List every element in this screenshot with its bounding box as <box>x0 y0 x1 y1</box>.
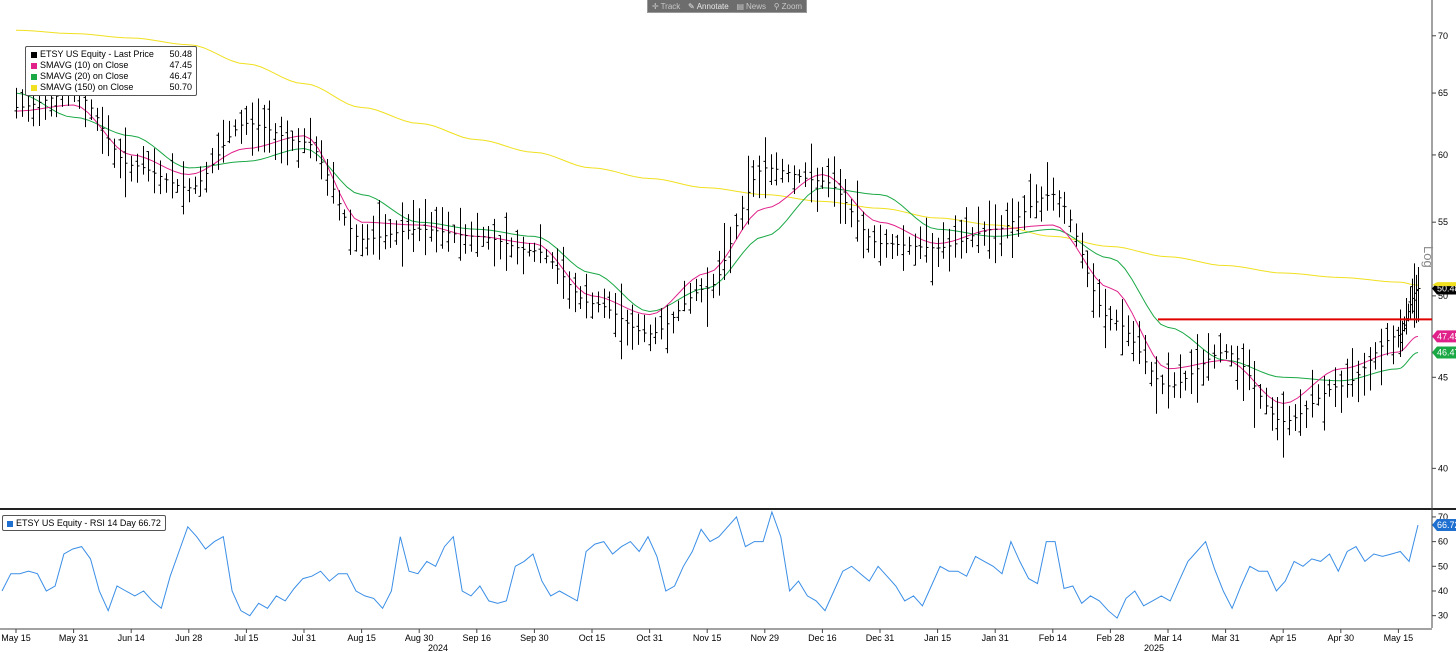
legend-label: SMAVG (10) on Close <box>40 60 129 70</box>
x-tick-label: Sep 30 <box>520 633 549 643</box>
legend-label: SMAVG (150) on Close <box>40 82 134 92</box>
sma150-tag <box>1432 282 1456 287</box>
x-tick-label: Feb 14 <box>1039 633 1067 643</box>
news-tool[interactable]: ▤ News <box>736 2 766 11</box>
legend-value: 50.48 <box>169 49 192 59</box>
legend-swatch <box>31 84 37 91</box>
rsi-last-value-tag <box>1432 519 1456 532</box>
rsi-y-tick-label: 70 <box>1438 512 1448 522</box>
x-tick-label: Nov 15 <box>693 633 722 643</box>
legend-row: SMAVG (20) on Close 46.47 <box>31 71 192 82</box>
x-tick-label: Oct 15 <box>579 633 606 643</box>
last-value-tag-text: 50.48 <box>1437 283 1456 293</box>
legend-value: 46.47 <box>169 71 192 81</box>
annotate-label: Annotate <box>696 1 729 11</box>
x-tick-label: Jan 15 <box>924 633 951 643</box>
x-tick-label: Aug 15 <box>347 633 376 643</box>
magnifier-icon: ⚲ <box>773 1 780 11</box>
y-tick-label: 45 <box>1438 372 1448 382</box>
series-line <box>15 92 1419 382</box>
zoom-label: Zoom <box>781 1 803 11</box>
x-tick-label: May 31 <box>59 633 89 643</box>
track-label: Track <box>660 1 681 11</box>
y-tick-label: 60 <box>1438 150 1448 160</box>
legend-value: 47.45 <box>169 60 192 70</box>
news-icon: ▤ <box>736 1 745 11</box>
y-tick-label: 50 <box>1438 291 1448 301</box>
rsi-y-tick-label: 50 <box>1438 561 1448 571</box>
rsi-y-tick-label: 40 <box>1438 586 1448 596</box>
legend-label: SMAVG (20) on Close <box>40 71 129 81</box>
rsi-last-value-tag-text: 66.72 <box>1437 520 1456 530</box>
x-tick-label: Sep 16 <box>463 633 492 643</box>
x-tick-label: Nov 29 <box>751 633 780 643</box>
x-tick-label: Apr 30 <box>1328 633 1355 643</box>
y-tick-label: 70 <box>1438 31 1448 41</box>
year-label: 2025 <box>1144 643 1164 652</box>
x-tick-label: Jun 14 <box>118 633 145 643</box>
y-tick-label: 55 <box>1438 217 1448 227</box>
chart-toolbar: ✛ Track ✎ Annotate ▤ News ⚲ Zoom <box>647 0 807 13</box>
crosshair-icon: ✛ <box>651 1 659 11</box>
x-tick-label: May 15 <box>1384 633 1414 643</box>
x-tick-label: Oct 31 <box>636 633 663 643</box>
rsi-line <box>1 510 1419 619</box>
year-label: 2024 <box>428 643 448 652</box>
x-tick-label: Dec 31 <box>866 633 895 643</box>
last-value-tag <box>1432 330 1456 343</box>
x-tick-label: May 15 <box>1 633 31 643</box>
last-value-tag-text: 46.47 <box>1437 347 1456 357</box>
annotate-tool[interactable]: ✎ Annotate <box>688 2 729 11</box>
x-tick-label: Feb 28 <box>1096 633 1124 643</box>
legend-label: ETSY US Equity - Last Price <box>40 49 154 59</box>
track-tool[interactable]: ✛ Track <box>652 2 680 11</box>
zoom-tool[interactable]: ⚲ Zoom <box>774 2 802 11</box>
x-tick-label: Dec 16 <box>808 633 837 643</box>
y-tick-label: 40 <box>1438 463 1448 473</box>
y-tick-label: 65 <box>1438 88 1448 98</box>
pencil-icon: ✎ <box>688 1 695 11</box>
legend-row: SMAVG (150) on Close 50.70 <box>31 82 192 93</box>
rsi-y-tick-label: 30 <box>1438 611 1448 621</box>
legend-swatch <box>31 73 37 80</box>
legend-swatch <box>31 62 37 69</box>
rsi-legend: ETSY US Equity - RSI 14 Day 66.72 <box>2 515 166 531</box>
legend-label: ETSY US Equity - RSI 14 Day <box>16 518 136 528</box>
news-label: News <box>746 1 767 11</box>
x-tick-label: Mar 14 <box>1154 633 1182 643</box>
price-legend: ETSY US Equity - Last Price 50.48 SMAVG … <box>25 46 197 96</box>
rsi-y-tick-label: 60 <box>1438 537 1448 547</box>
x-tick-label: Jun 28 <box>175 633 202 643</box>
legend-swatch <box>31 51 37 58</box>
last-value-tag <box>1432 346 1456 359</box>
legend-value: 66.72 <box>138 518 161 528</box>
x-tick-label: Jan 31 <box>982 633 1009 643</box>
log-scale-label: Log <box>1421 246 1436 268</box>
legend-row: ETSY US Equity - Last Price 50.48 <box>31 49 192 60</box>
legend-swatch <box>7 520 13 527</box>
series-line <box>15 29 1419 286</box>
last-value-tag-text: 47.45 <box>1437 331 1456 341</box>
legend-row: SMAVG (10) on Close 47.45 <box>31 60 192 71</box>
x-tick-label: Apr 15 <box>1270 633 1297 643</box>
x-tick-label: Aug 30 <box>405 633 434 643</box>
x-tick-label: Jul 15 <box>234 633 258 643</box>
legend-value: 50.70 <box>169 82 192 92</box>
x-tick-label: Mar 31 <box>1212 633 1240 643</box>
series-line <box>15 104 1419 405</box>
x-tick-label: Jul 31 <box>292 633 316 643</box>
